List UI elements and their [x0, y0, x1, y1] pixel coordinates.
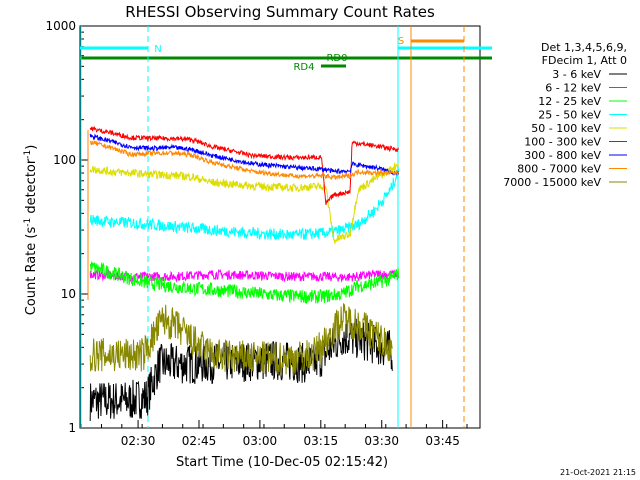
series-line-3 — [89, 165, 400, 241]
legend-entry-6: 300 - 800 keV — [524, 149, 601, 162]
x-tick-label: 03:30 — [364, 434, 399, 448]
series-line-6 — [89, 133, 400, 176]
annotation-n: N — [154, 44, 161, 55]
y-axis: 1 10 100 1000 — [45, 19, 88, 435]
legend-header-line-2: FDecim 1, Att 0 — [542, 54, 627, 67]
y-axis-label-sup-2: -1 — [23, 150, 33, 159]
series-line-2 — [89, 261, 400, 304]
y-tick-label: 10 — [61, 287, 76, 301]
series-line-0 — [89, 318, 393, 422]
series-line-7 — [89, 139, 400, 180]
legend-entry-3: 25 - 50 keV — [538, 109, 601, 122]
legend-entry-4: 50 - 100 keV — [531, 122, 601, 135]
x-tick-label: 03:15 — [304, 434, 339, 448]
legend-entry-1: 6 - 12 keV — [545, 82, 601, 95]
annotation-rd4: RD4 — [293, 62, 314, 73]
annotations: N S RD0 RD4 — [154, 36, 404, 73]
y-axis-label: Count Rate (s-1 detector-1) — [23, 145, 39, 316]
y-axis-label-sup-1: -1 — [23, 218, 33, 227]
y-axis-label-end: ) — [24, 145, 39, 150]
legend-entry-2: 12 - 25 keV — [538, 95, 601, 108]
legend-entry-5: 100 - 300 keV — [524, 136, 601, 149]
x-tick-label: 03:00 — [243, 434, 278, 448]
legend-entry-0: 3 - 6 keV — [552, 68, 601, 81]
annotation-rd0: RD0 — [326, 53, 347, 64]
chart-title: RHESSI Observing Summary Count Rates — [125, 3, 435, 21]
y-tick-label: 1 — [68, 421, 76, 435]
x-axis-label: Start Time (10-Dec-05 02:15:42) — [176, 455, 388, 470]
series-line-8 — [89, 303, 393, 376]
series-line-1 — [89, 268, 398, 283]
footer-timestamp: 21-Oct-2021 21:15 — [560, 468, 636, 477]
legend: Det 1,3,4,5,6,9, FDecim 1, Att 0 3 - 6 k… — [503, 41, 627, 189]
legend-header-line-1: Det 1,3,4,5,6,9, — [541, 41, 627, 54]
x-tick-label: 02:45 — [182, 434, 217, 448]
plot-area — [79, 25, 481, 429]
series-line-5 — [89, 125, 400, 205]
x-axis: 02:30 02:45 03:00 03:15 03:30 03:45 — [80, 420, 468, 448]
series-line-4 — [89, 162, 400, 244]
y-axis-label-main: Count Rate (s — [24, 227, 39, 316]
x-tick-label: 02:30 — [121, 434, 156, 448]
annotation-s: S — [398, 36, 404, 47]
y-tick-label: 1000 — [45, 19, 76, 33]
legend-entry-8: 7000 - 15000 keV — [503, 176, 601, 189]
y-axis-label-mid: detector — [24, 158, 39, 218]
x-tick-label: 03:45 — [425, 434, 460, 448]
y-tick-label: 100 — [53, 153, 76, 167]
legend-entry-7: 800 - 7000 keV — [517, 163, 601, 176]
series-layer — [89, 125, 400, 422]
